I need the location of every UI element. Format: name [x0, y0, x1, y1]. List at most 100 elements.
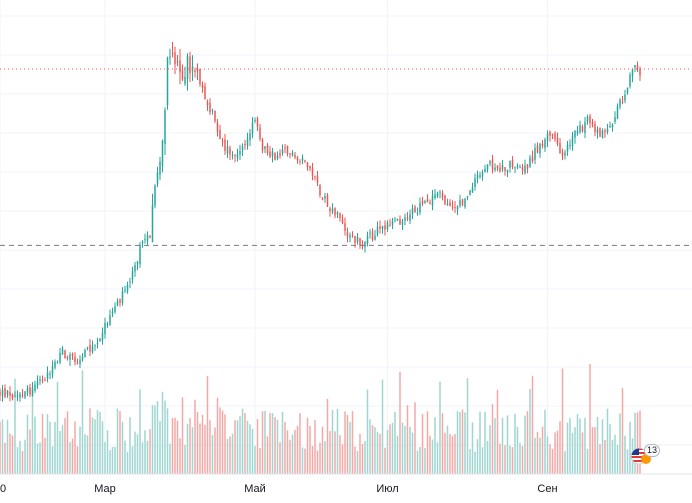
candle-body [216, 122, 219, 132]
candle-body [66, 356, 69, 358]
candle-body [511, 160, 514, 168]
candle-body [599, 127, 601, 137]
candle-body [206, 101, 209, 105]
candle-body [431, 195, 434, 206]
candle-body [384, 225, 386, 230]
volume-bar [224, 414, 226, 474]
volume-bar [534, 437, 536, 474]
candle-body [466, 196, 469, 198]
volume-bar [164, 400, 166, 474]
volume-bar [11, 435, 14, 474]
candle-body [246, 138, 249, 146]
candle-body [446, 204, 449, 206]
volume-bar [214, 427, 216, 474]
candle-body [101, 332, 104, 340]
volume-bar [194, 399, 196, 474]
volume-bar [256, 419, 259, 474]
volume-bar [396, 435, 399, 474]
volume-bar [186, 423, 189, 474]
volume-bar [311, 446, 314, 474]
volume-bar [604, 440, 606, 474]
volume-bar [184, 444, 186, 474]
candle-body [559, 142, 561, 154]
candle-body [421, 201, 424, 204]
candle-body [199, 68, 201, 85]
candle-body [119, 299, 121, 303]
volume-bar [61, 425, 64, 474]
candle-body [51, 366, 54, 375]
candle-body [486, 164, 489, 170]
candle-body [469, 190, 471, 196]
volume-bar [341, 444, 344, 474]
candle-body [171, 52, 174, 54]
candle-body [624, 94, 626, 101]
candle-body [336, 212, 339, 215]
candle-body [231, 155, 234, 157]
candle-body [419, 203, 421, 213]
candle-body [496, 166, 499, 169]
candle-body [589, 115, 591, 124]
candle-body [126, 284, 129, 292]
volume-bar [364, 440, 366, 474]
volume-bar [29, 429, 31, 474]
volume-bar [134, 431, 136, 474]
volume-bar [174, 417, 176, 474]
volume-bar [4, 442, 6, 474]
candle-body [614, 117, 616, 123]
candle-body [439, 191, 441, 193]
volume-bar [524, 415, 526, 474]
candle-body [494, 167, 496, 170]
volume-bar [156, 401, 159, 474]
volume-bar [296, 425, 299, 474]
candle-body [54, 362, 56, 368]
candle-body [84, 350, 86, 358]
volume-bar [639, 410, 641, 474]
volume-bar [436, 442, 439, 474]
candle-body [91, 345, 94, 352]
volume-bar [31, 388, 34, 474]
volume-bar [381, 379, 384, 474]
volume-bar [169, 443, 171, 474]
candle-body [204, 86, 206, 100]
candle-body [391, 220, 394, 225]
volume-bar [241, 408, 244, 474]
volume-bar [336, 408, 339, 474]
candle-body [491, 159, 494, 170]
candle-body [281, 149, 284, 154]
candle-body [131, 270, 134, 280]
candle-body [314, 176, 316, 178]
candle-body [474, 178, 476, 187]
candle-body [69, 354, 71, 360]
volume-bar [211, 434, 214, 474]
candle-body [556, 137, 559, 145]
candle-body [89, 344, 91, 352]
volume-bar [386, 429, 389, 474]
candle-body [476, 174, 479, 179]
volume-bar [616, 444, 619, 474]
volume-bar [564, 451, 566, 474]
candle-body [44, 379, 46, 381]
volume-bar [196, 412, 199, 474]
volume-bar [246, 420, 249, 474]
volume-bar [424, 447, 426, 474]
candle-body [549, 131, 551, 136]
us-flag-icon[interactable] [630, 447, 654, 465]
volume-bar [576, 414, 579, 474]
volume-bar [144, 430, 146, 474]
volume-bar [266, 436, 269, 474]
candle-body [634, 65, 636, 68]
volume-bar [236, 420, 239, 474]
candle-body [186, 55, 189, 79]
volume-bar [459, 411, 461, 474]
candle-body [56, 362, 59, 364]
candle-body [0, 392, 1, 395]
candle-body [374, 235, 376, 240]
candle-body [184, 76, 186, 84]
volume-bar [371, 425, 374, 474]
volume-bar [51, 446, 54, 474]
volume-bar [189, 418, 191, 474]
candle-body [429, 202, 431, 204]
candle-body [236, 153, 239, 159]
